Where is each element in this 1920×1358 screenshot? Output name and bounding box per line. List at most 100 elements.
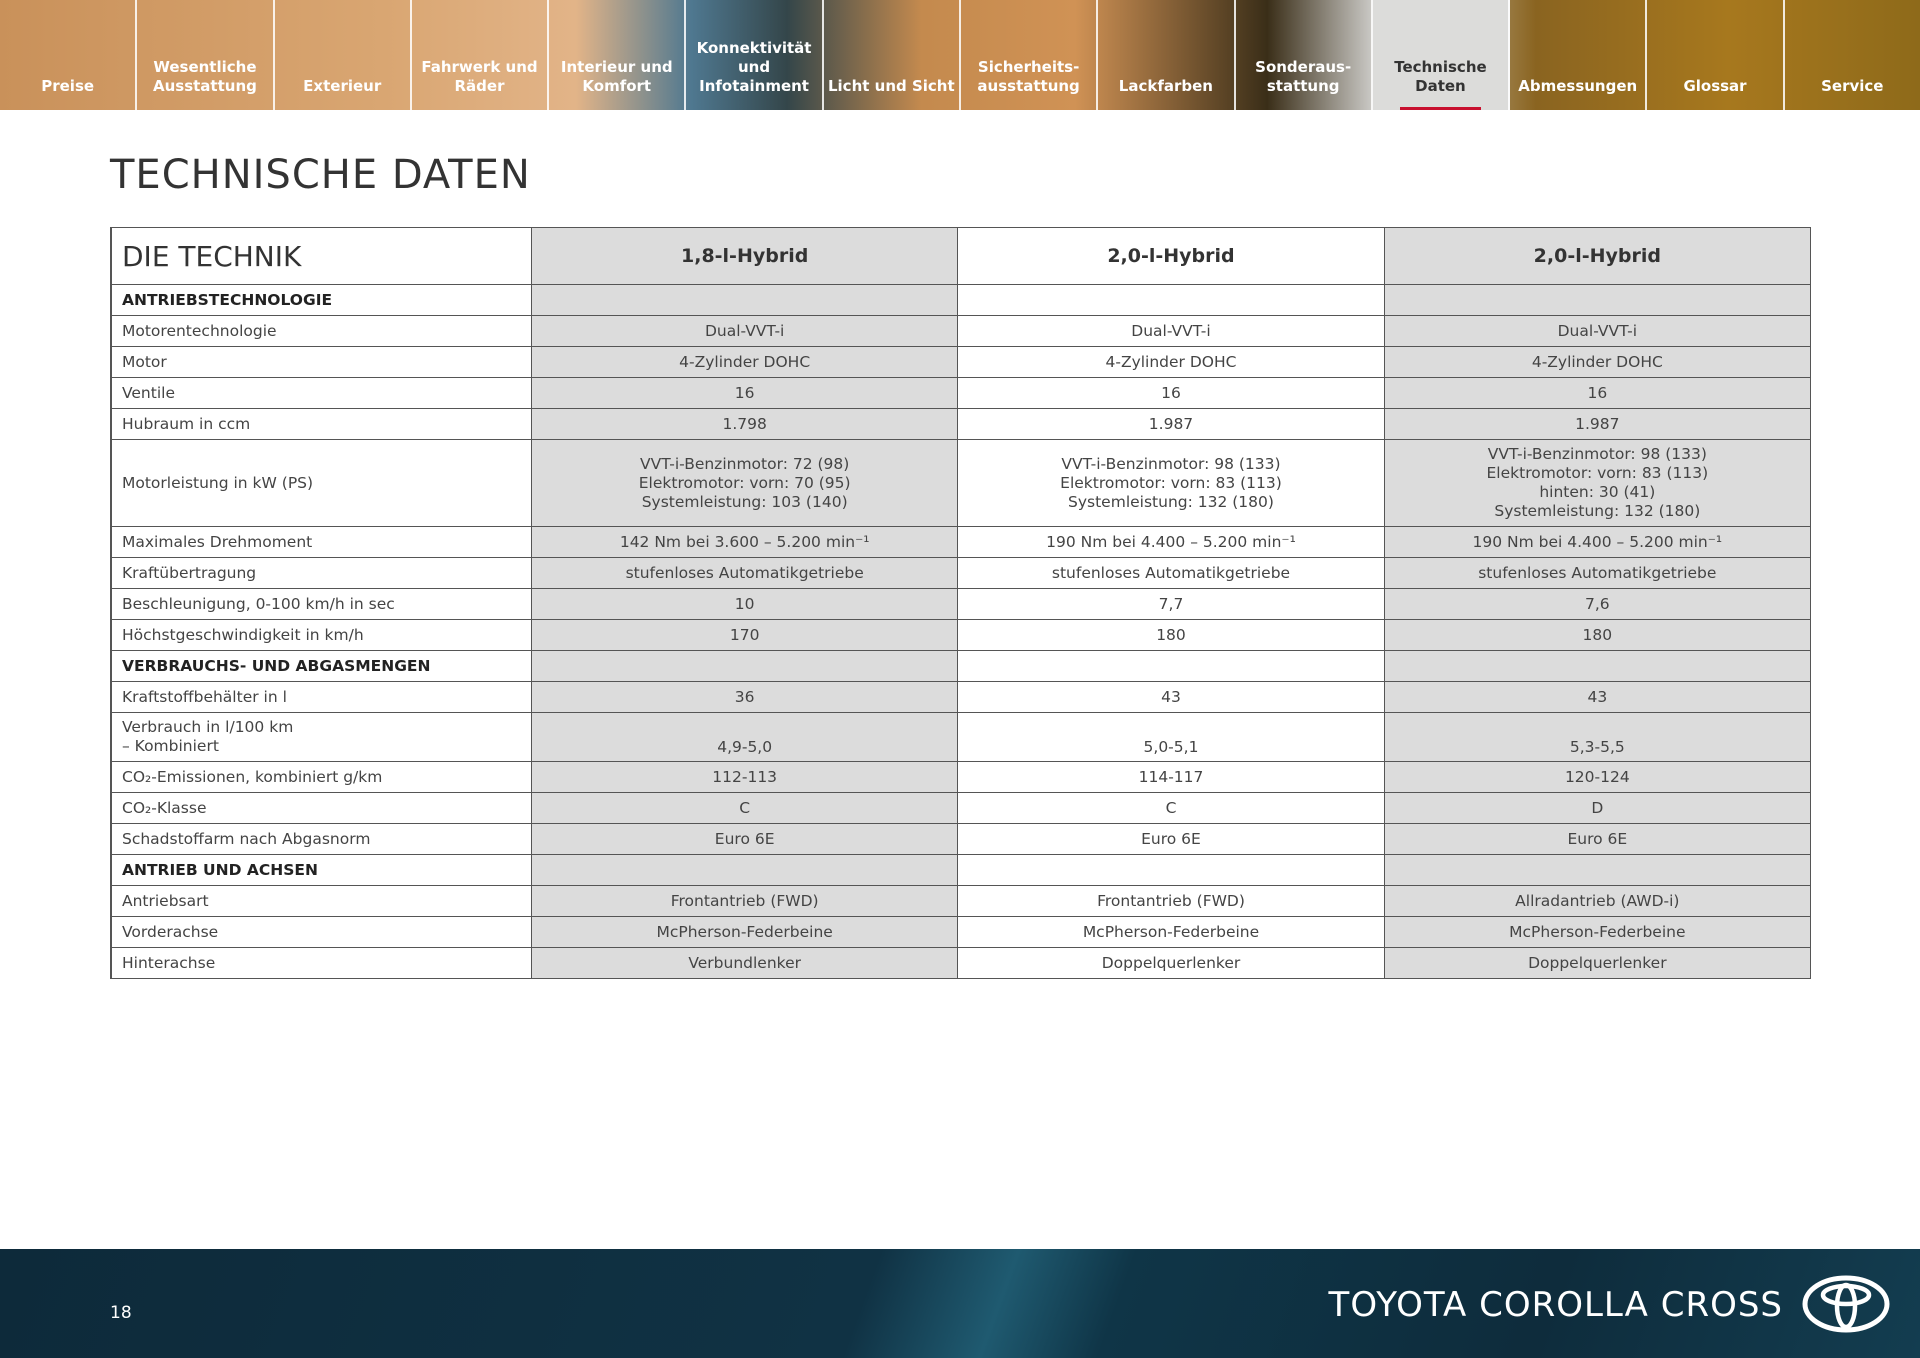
cell-value: stufenloses Automatikgetriebe (1383, 557, 1812, 589)
cell-value: Doppelquerlenker (957, 947, 1385, 979)
cell-value: 170 (530, 619, 959, 651)
cell-value: 4,9-5,0 (530, 712, 959, 762)
cell-value: Dual-VVT-i (1383, 315, 1812, 347)
row-label: Ventile (110, 377, 532, 409)
row-label: Motorentechnologie (110, 315, 532, 347)
nav-tab[interactable]: Technische Daten (1372, 0, 1511, 110)
nav-tab[interactable]: Interieur und Komfort (549, 0, 687, 110)
cell-value: VVT-i-Benzinmotor: 98 (133) Elektromotor:… (1383, 439, 1812, 527)
column-header: 2,0-l-Hybrid (1383, 227, 1812, 285)
nav-tab[interactable]: Fahrwerk und Räder (412, 0, 550, 110)
cell-value: 10 (530, 588, 959, 620)
row-label: Kraftstoffbehälter in l (110, 681, 532, 713)
cell-value: 1.798 (530, 408, 959, 440)
cell-value: 180 (1383, 619, 1812, 651)
cell-value: 16 (957, 377, 1385, 409)
column-header: 2,0-l-Hybrid (957, 227, 1385, 285)
row-label: CO₂-Klasse (110, 792, 532, 824)
cell-value: 4-Zylinder DOHC (530, 346, 959, 378)
table-row: Hinterachse Verbundlenker Doppelquerlenker… (110, 947, 1812, 979)
cell-value: McPherson-Federbeine (1383, 916, 1812, 948)
cell-value: 16 (1383, 377, 1812, 409)
table-row: CO₂-Emissionen, kombiniert g/km 112-113 11… (110, 761, 1812, 793)
cell-value: 43 (957, 681, 1385, 713)
nav-tab-label: Sicherheits-ausstattung (977, 58, 1080, 95)
cell-value: 5,3-5,5 (1383, 712, 1812, 762)
page-number: 18 (110, 1303, 132, 1323)
table-row: Höchstgeschwindigkeit in km/h 170 180 180 (110, 619, 1812, 651)
cell-value: D (1383, 792, 1812, 824)
table-row: Antriebsart Frontantrieb (FWD) Frontantrie… (110, 885, 1812, 917)
row-label: Maximales Drehmoment (110, 526, 532, 558)
cell-value: Doppelquerlenker (1383, 947, 1812, 979)
nav-tab-label: Glossar (1683, 77, 1747, 95)
cell-value: 190 Nm bei 4.400 – 5.200 min⁻¹ (957, 526, 1385, 558)
cell-value: 4-Zylinder DOHC (1383, 346, 1812, 378)
cell-value: 4-Zylinder DOHC (957, 346, 1385, 378)
cell-value: 5,0-5,1 (957, 712, 1385, 762)
section-row: ANTRIEB UND ACHSEN (110, 854, 1812, 886)
nav-tab[interactable]: Wesentliche Ausstattung (137, 0, 275, 110)
row-label: Motor (110, 346, 532, 378)
cell-value: Euro 6E (957, 823, 1385, 855)
cell-value: 112-113 (530, 761, 959, 793)
cell-value: McPherson-Federbeine (530, 916, 959, 948)
nav-tab[interactable]: Konnektivität und Infotainment (686, 0, 824, 110)
table-row: CO₂-Klasse C C D (110, 792, 1812, 824)
nav-tab[interactable]: Service (1785, 0, 1920, 110)
cell-value: 36 (530, 681, 959, 713)
nav-tab-label: Exterieur (303, 77, 382, 95)
cell-value: Euro 6E (530, 823, 959, 855)
row-label: Höchstgeschwindigkeit in km/h (110, 619, 532, 651)
page-title: TECHNISCHE DATEN (110, 152, 531, 198)
cell-value: Frontantrieb (FWD) (957, 885, 1385, 917)
nav-tab[interactable]: Licht und Sicht (824, 0, 961, 110)
cell-value: VVT-i-Benzinmotor: 98 (133) Elektromotor:… (957, 439, 1385, 527)
nav-tab-label: Abmessungen (1518, 77, 1638, 95)
row-label: Hinterachse (110, 947, 532, 979)
nav-tab-label: Interieur und Komfort (560, 58, 673, 95)
cell-value (957, 854, 1385, 886)
cell-value: Dual-VVT-i (957, 315, 1385, 347)
table-row: Ventile 16 16 16 (110, 377, 1812, 409)
nav-tab[interactable]: Sicherheits-ausstattung (961, 0, 1099, 110)
cell-value: 7,7 (957, 588, 1385, 620)
table-row: Maximales Drehmoment 142 Nm bei 3.600 – 5… (110, 526, 1812, 558)
nav-tab[interactable]: Glossar (1647, 0, 1785, 110)
row-label: Kraftübertragung (110, 557, 532, 589)
nav-tab[interactable]: Abmessungen (1510, 0, 1648, 110)
nav-tab[interactable]: Sonderaus-stattung (1236, 0, 1373, 110)
cell-value: stufenloses Automatikgetriebe (530, 557, 959, 589)
table-row: Motorleistung in kW (PS) VVT-i-Benzinmoto… (110, 439, 1812, 527)
cell-value: 1.987 (957, 408, 1385, 440)
cell-value: C (530, 792, 959, 824)
cell-value: Frontantrieb (FWD) (530, 885, 959, 917)
section-label: ANTRIEBSTECHNOLOGIE (110, 284, 532, 316)
nav-tab[interactable]: Preise (0, 0, 138, 110)
nav-tab[interactable]: Exterieur (275, 0, 412, 110)
nav-tab-label: Licht und Sicht (827, 77, 955, 95)
nav-tab-label: Fahrwerk und Räder (421, 58, 538, 95)
footer: 18 TOYOTA COROLLA CROSS (0, 1249, 1920, 1358)
column-header: 1,8-l-Hybrid (530, 227, 959, 285)
cell-value: Euro 6E (1383, 823, 1812, 855)
row-label: Hubraum in ccm (110, 408, 532, 440)
row-label: CO₂-Emissionen, kombiniert g/km (110, 761, 532, 793)
table-row: Hubraum in ccm 1.798 1.987 1.987 (110, 408, 1812, 440)
cell-value: C (957, 792, 1385, 824)
cell-value: 43 (1383, 681, 1812, 713)
cell-value: stufenloses Automatikgetriebe (957, 557, 1385, 589)
table-heading: DIE TECHNIK (110, 227, 532, 285)
nav-tab-label: Service (1821, 77, 1884, 95)
cell-value: Allradantrieb (AWD-i) (1383, 885, 1812, 917)
cell-value (1383, 854, 1812, 886)
table-row: Schadstoffarm nach Abgasnorm Euro 6E Euro … (110, 823, 1812, 855)
nav-tab-label: Preise (41, 77, 95, 95)
section-row: ANTRIEBSTECHNOLOGIE (110, 284, 1812, 316)
table-row: Motor 4-Zylinder DOHC 4-Zylinder DOHC 4-Zyl… (110, 346, 1812, 378)
cell-value (530, 650, 959, 682)
table-header-row: DIE TECHNIK 1,8-l-Hybrid 2,0-l-Hybrid 2,… (110, 227, 1812, 285)
cell-value (530, 854, 959, 886)
row-label: Beschleunigung, 0-100 km/h in sec (110, 588, 532, 620)
nav-tab[interactable]: Lackfarben (1098, 0, 1236, 110)
